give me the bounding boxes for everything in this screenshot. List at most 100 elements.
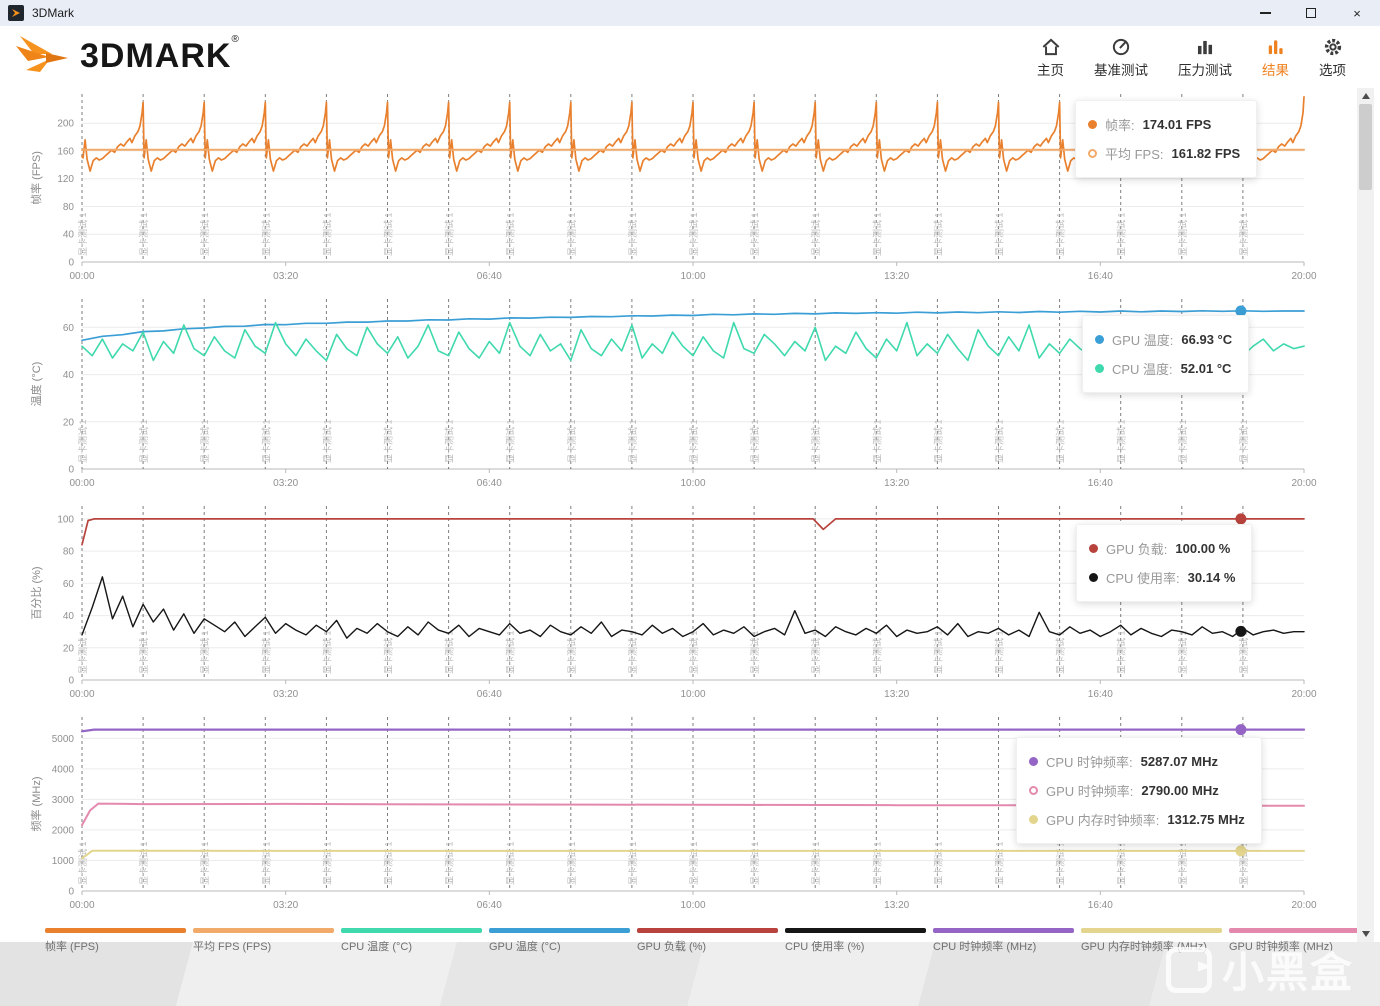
svg-text:20:00: 20:00 [1291,900,1316,911]
svg-text:20:00: 20:00 [1291,689,1316,700]
svg-text:60: 60 [63,323,75,334]
svg-text:13:20: 13:20 [884,900,909,911]
svg-text:显卡测试 1: 显卡测试 1 [566,419,577,463]
legend-color-bar [193,928,334,933]
logo-swoosh-icon [16,36,68,72]
legend-color-bar [637,928,778,933]
header: 3DMARK® 主页 基准测试 压力测试 结果 选项 [0,26,1380,88]
result-bars-icon [1268,39,1283,54]
nav-item-home[interactable]: 主页 [1037,36,1064,79]
columns-icon [1197,40,1213,54]
scrollbar-thumb[interactable] [1359,104,1372,190]
svg-text:40: 40 [63,370,75,381]
series-dot-icon [1089,544,1098,553]
scroll-down-button[interactable] [1357,926,1374,942]
legend-item[interactable]: CPU 时钟频率 (MHz) [933,928,1074,954]
svg-text:16:40: 16:40 [1088,689,1113,700]
svg-text:200: 200 [57,119,74,130]
series-dot-icon [1029,786,1038,795]
tooltip-value: 1312.75 MHz [1167,812,1245,827]
legend-color-bar [45,928,186,933]
svg-text:160: 160 [57,146,74,157]
legend-item[interactable]: 平均 FPS (FPS) [193,928,334,954]
svg-text:显卡测试 1: 显卡测试 1 [749,630,760,674]
logo-text: 3DMARK [80,37,232,75]
svg-text:显卡测试 1: 显卡测试 1 [383,630,394,674]
chart-fps[interactable]: 0 40 80 120 160 200 00:00 03:20 06:40 10:00 13:20 1… [0,88,1380,293]
close-button[interactable]: × [1334,0,1380,26]
minimize-button[interactable] [1242,0,1288,26]
nav-item-options[interactable]: 选项 [1319,36,1346,79]
nav-item-stress-test[interactable]: 压力测试 [1178,36,1232,79]
tooltip-row: CPU 温度: 52.01 °C [1095,354,1232,383]
scrollbar[interactable] [1357,88,1374,942]
svg-text:显卡测试 1: 显卡测试 1 [77,630,88,674]
svg-text:显卡测试 1: 显卡测试 1 [199,841,210,885]
legend-item[interactable]: CPU 温度 (°C) [341,928,482,954]
svg-text:0: 0 [68,887,74,898]
home-icon [1042,37,1059,55]
nav-item-results[interactable]: 结果 [1262,36,1289,79]
svg-text:06:40: 06:40 [477,271,502,282]
series-dot-icon [1029,757,1038,766]
chart-utilization[interactable]: 0 20 40 60 80 100 00:00 03:20 06:40 10:00 13:20 16:… [0,500,1380,711]
legend-label: 平均 FPS (FPS) [193,941,272,953]
svg-text:显卡测试 1: 显卡测试 1 [321,419,332,463]
svg-text:显卡测试 1: 显卡测试 1 [871,630,882,674]
svg-text:显卡测试 1: 显卡测试 1 [77,212,88,256]
svg-text:显卡测试 1: 显卡测试 1 [444,419,455,463]
chart-temperature[interactable]: 0 20 40 60 00:00 03:20 06:40 10:00 13:20 16:40 20:… [0,293,1380,500]
svg-text:20: 20 [63,417,75,428]
chart-frequency[interactable]: 0 1000 2000 3000 4000 5000 00:00 03:20 06:40 10:0… [0,711,1380,922]
scroll-up-button[interactable] [1357,88,1374,104]
legend-item[interactable]: 帧率 (FPS) [45,928,186,954]
legend-item[interactable]: CPU 使用率 (%) [785,928,926,954]
svg-text:显卡测试 1: 显卡测试 1 [505,841,516,885]
svg-text:40: 40 [63,230,75,241]
svg-text:显卡测试 1: 显卡测试 1 [1238,419,1249,463]
tooltip-label: CPU 温度: [1112,362,1173,377]
svg-text:120: 120 [57,174,74,185]
titlebar: 3DMark × [0,0,1380,26]
tooltip-value: 100.00 % [1175,541,1231,556]
svg-text:显卡测试 1: 显卡测试 1 [1177,212,1188,256]
svg-text:显卡测试 1: 显卡测试 1 [383,841,394,885]
svg-text:显卡测试 1: 显卡测试 1 [932,419,943,463]
series-dot-icon [1088,149,1097,158]
svg-text:10:00: 10:00 [680,900,705,911]
svg-text:16:40: 16:40 [1088,271,1113,282]
legend-color-bar [785,928,926,933]
svg-text:显卡测试 1: 显卡测试 1 [383,419,394,463]
legend-item[interactable]: GPU 温度 (°C) [489,928,630,954]
gear-icon [1324,38,1341,55]
svg-text:00:00: 00:00 [69,689,94,700]
chart-tooltip: GPU 温度: 66.93 °C CPU 温度: 52.01 °C [1082,315,1250,393]
svg-text:03:20: 03:20 [273,478,298,489]
watermark-logo-icon [1165,946,1212,993]
svg-text:06:40: 06:40 [477,478,502,489]
svg-text:显卡测试 1: 显卡测试 1 [994,212,1005,256]
svg-text:03:20: 03:20 [273,271,298,282]
chart-tooltip: 帧率: 174.01 FPS 平均 FPS: 161.82 FPS [1075,100,1258,178]
legend-label: 帧率 (FPS) [45,941,99,953]
tooltip-value: 52.01 °C [1180,361,1232,376]
svg-text:13:20: 13:20 [884,689,909,700]
legend-color-bar [933,928,1074,933]
svg-text:10:00: 10:00 [680,689,705,700]
nav-item-benchmark[interactable]: 基准测试 [1094,36,1148,79]
legend-item[interactable]: GPU 负载 (%) [637,928,778,954]
legend-color-bar [1229,928,1370,933]
gauge-icon [1112,38,1130,55]
legend-item[interactable]: GPU 时钟频率 (MHz) [1229,928,1370,954]
series-dot-icon [1089,573,1098,582]
svg-text:显卡测试 1: 显卡测试 1 [138,841,149,885]
legend-label: GPU 时钟频率 (MHz) [1229,941,1333,953]
tooltip-label: CPU 时钟频率: [1046,755,1133,770]
maximize-button[interactable] [1288,0,1334,26]
svg-text:显卡测试 1: 显卡测试 1 [810,630,821,674]
svg-text:20:00: 20:00 [1291,478,1316,489]
svg-text:显卡测试 1: 显卡测试 1 [994,630,1005,674]
tooltip-label: GPU 内存时钟频率: [1046,813,1160,828]
svg-text:06:40: 06:40 [477,689,502,700]
tooltip-value: 30.14 % [1187,570,1236,585]
